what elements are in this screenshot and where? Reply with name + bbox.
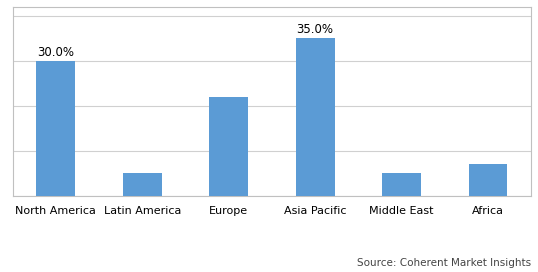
- Bar: [382, 173, 421, 196]
- Bar: [469, 164, 507, 196]
- Bar: [123, 173, 162, 196]
- Text: Source: Coherent Market Insights: Source: Coherent Market Insights: [357, 258, 531, 268]
- Text: 30.0%: 30.0%: [37, 46, 74, 59]
- Bar: [296, 38, 335, 196]
- Bar: [37, 61, 75, 196]
- Text: 35.0%: 35.0%: [296, 23, 334, 36]
- Bar: [209, 97, 248, 196]
